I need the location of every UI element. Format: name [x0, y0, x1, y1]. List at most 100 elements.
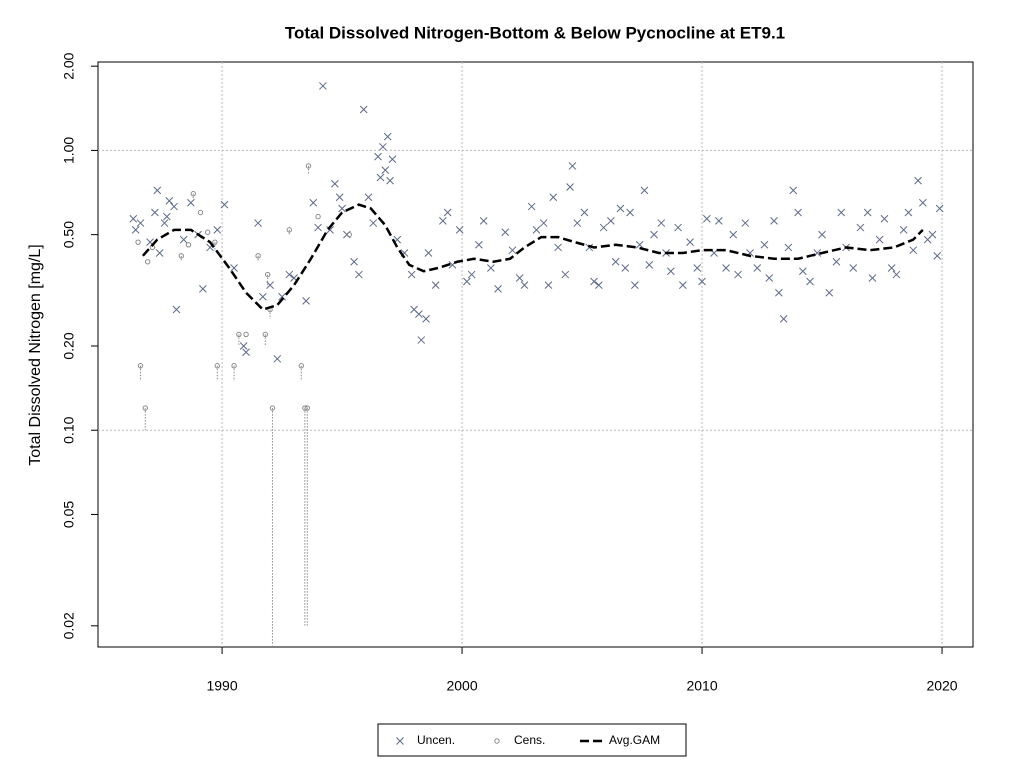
data-point	[645, 260, 654, 269]
data-point	[136, 219, 145, 227]
data-point	[568, 162, 577, 170]
data-point	[285, 270, 294, 279]
data-point	[231, 363, 237, 369]
data-point	[667, 267, 675, 276]
data-point	[170, 202, 178, 211]
data-point	[305, 163, 312, 169]
data-point	[463, 277, 471, 286]
data-point	[417, 336, 426, 344]
data-point	[544, 281, 553, 289]
data-point	[144, 259, 151, 265]
data-point	[304, 405, 310, 411]
x-tick-label: 1990	[206, 678, 237, 694]
data-point	[439, 217, 447, 225]
data-point	[197, 209, 204, 216]
data-point	[753, 264, 762, 272]
data-point	[640, 186, 649, 195]
data-point	[172, 305, 181, 314]
data-point	[573, 219, 582, 227]
data-point	[554, 243, 562, 252]
data-point	[326, 226, 334, 234]
data-point	[475, 240, 483, 249]
data-point	[880, 214, 889, 223]
data-point	[160, 219, 169, 227]
data-point	[214, 363, 220, 369]
data-point	[520, 281, 529, 289]
data-point	[319, 82, 327, 90]
data-point	[875, 235, 884, 244]
data-point	[599, 223, 608, 232]
data-point	[818, 230, 826, 239]
data-point	[131, 226, 140, 234]
data-point	[779, 315, 788, 323]
data-point	[262, 331, 268, 338]
data-point	[798, 267, 807, 276]
data-point	[702, 214, 711, 223]
data-point	[376, 173, 385, 182]
data-point	[611, 257, 620, 266]
data-point	[585, 243, 594, 252]
data-point	[678, 281, 687, 289]
data-point	[607, 217, 615, 225]
data-point	[142, 405, 148, 411]
data-point	[741, 219, 750, 227]
y-tick-label: 0.05	[61, 501, 77, 528]
x-tick-label: 2000	[446, 678, 477, 694]
data-point	[487, 264, 495, 272]
data-point	[278, 292, 286, 301]
data-point	[561, 270, 570, 279]
data-point	[774, 288, 783, 297]
data-point	[137, 363, 144, 369]
data-point	[204, 229, 211, 235]
data-point	[239, 342, 248, 350]
data-point	[369, 219, 378, 227]
data-point	[770, 217, 778, 225]
y-tick-label: 2.00	[61, 52, 77, 79]
data-point	[163, 212, 171, 221]
data-point	[379, 142, 387, 151]
data-point	[178, 253, 184, 259]
data-point	[566, 183, 574, 191]
data-point	[722, 264, 730, 272]
data-point	[129, 214, 138, 223]
x-tick-label: 2010	[686, 678, 717, 694]
data-point	[784, 243, 793, 252]
data-point	[494, 285, 502, 293]
legend-label: Avg.GAM	[609, 733, 660, 747]
data-point	[789, 186, 798, 195]
data-point	[657, 219, 666, 227]
data-point	[515, 274, 524, 282]
data-point	[212, 239, 218, 245]
chart-title: Total Dissolved Nitrogen-Bottom & Below …	[285, 23, 785, 42]
data-point	[443, 208, 452, 217]
data-point	[549, 193, 558, 202]
data-point	[928, 230, 937, 239]
data-point	[479, 217, 488, 225]
data-point	[273, 354, 282, 363]
data-point	[674, 223, 682, 232]
data-point	[794, 208, 802, 217]
data-point	[355, 270, 363, 279]
data-point	[407, 270, 416, 279]
data-point	[693, 264, 702, 272]
data-point	[508, 246, 517, 255]
data-point	[527, 202, 536, 211]
data-point	[187, 198, 195, 207]
data-point	[381, 166, 390, 175]
data-point	[729, 230, 738, 239]
y-tick-label: 0.20	[61, 332, 77, 359]
data-point	[331, 179, 339, 188]
data-point	[315, 213, 321, 220]
data-point	[765, 274, 774, 282]
data-point	[868, 274, 877, 282]
data-point	[254, 219, 262, 227]
data-point	[338, 204, 346, 213]
data-point	[151, 208, 159, 217]
data-point	[849, 264, 858, 272]
legend-item: Cens.	[494, 733, 545, 747]
data-point	[242, 348, 250, 357]
data-point	[887, 264, 896, 272]
data-point	[364, 193, 373, 202]
legend-label: Cens.	[514, 733, 545, 747]
